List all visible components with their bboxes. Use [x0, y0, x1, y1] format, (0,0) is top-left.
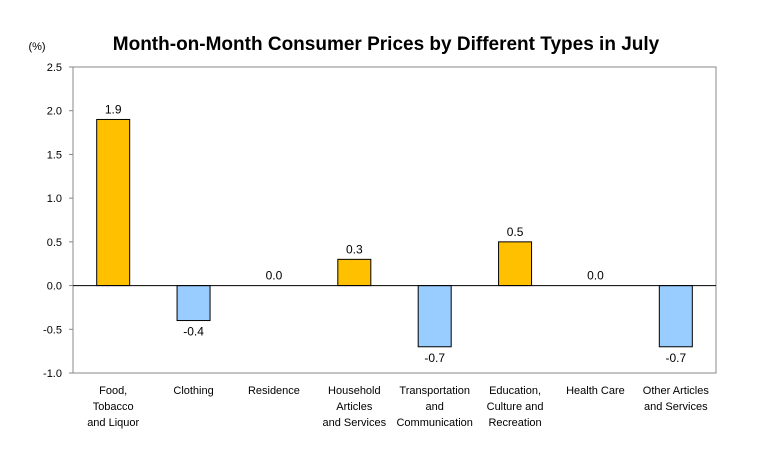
bar — [417, 285, 452, 348]
data-labels: 1.9 -0.4 0.0 0.3 -0.7 0.5 0.0 -0.7 — [105, 102, 687, 364]
data-label: -0.7 — [665, 351, 686, 365]
plot-area — [72, 66, 717, 374]
x-tick-label: Food, — [99, 385, 127, 397]
bars — [96, 118, 693, 348]
data-label: 0.0 — [587, 269, 604, 283]
x-tick-label: Health Care — [566, 385, 625, 397]
bar — [337, 258, 372, 287]
x-tick-label: Education, — [489, 385, 541, 397]
x-axis: Food, Tobacco and Liquor Clothing Residence H… — [87, 385, 709, 429]
x-tick-label: and Liquor — [87, 417, 139, 429]
data-label: 1.9 — [105, 102, 122, 116]
x-tick-label: Transportation — [399, 385, 470, 397]
y-tick-label: 2.5 — [47, 62, 62, 74]
x-tick-label: and — [426, 401, 444, 413]
x-tick-label: Residence — [248, 385, 300, 397]
data-label: 0.5 — [507, 225, 524, 239]
bar — [176, 285, 211, 322]
x-tick-label: Recreation — [488, 417, 541, 429]
y-tick-label: 1.0 — [47, 193, 62, 205]
data-label: -0.7 — [424, 351, 445, 365]
x-tick-label: Culture and — [487, 401, 544, 413]
x-tick-label: and Services — [323, 417, 387, 429]
x-tick-label: Clothing — [173, 385, 213, 397]
x-tick-label: Communication — [396, 417, 472, 429]
x-tick-label: Other Articles — [643, 385, 710, 397]
y-tick-label: -0.5 — [43, 324, 62, 336]
y-tick-label: 2.0 — [47, 106, 62, 118]
chart-title: Month-on-Month Consumer Prices by Differ… — [113, 34, 660, 55]
y-tick-label: 1.5 — [47, 149, 62, 161]
data-label: -0.4 — [183, 325, 204, 339]
x-tick-label: and Services — [644, 401, 708, 413]
bar — [96, 118, 131, 287]
data-label: 0.3 — [346, 242, 363, 256]
x-tick-label: Household — [328, 385, 381, 397]
bar — [658, 285, 693, 348]
x-tick-label: Articles — [336, 401, 373, 413]
y-tick-label: 0.5 — [47, 237, 62, 249]
y-tick-label: -1.0 — [43, 368, 62, 380]
bar — [498, 241, 533, 287]
x-tick-label: Tobacco — [93, 401, 134, 413]
data-label: 0.0 — [266, 269, 283, 283]
y-unit-label: (%) — [28, 41, 45, 53]
y-axis: 2.5 2.0 1.5 1.0 0.5 0.0 -0.5 -1.0 — [43, 62, 73, 380]
y-tick-label: 0.0 — [47, 281, 62, 293]
